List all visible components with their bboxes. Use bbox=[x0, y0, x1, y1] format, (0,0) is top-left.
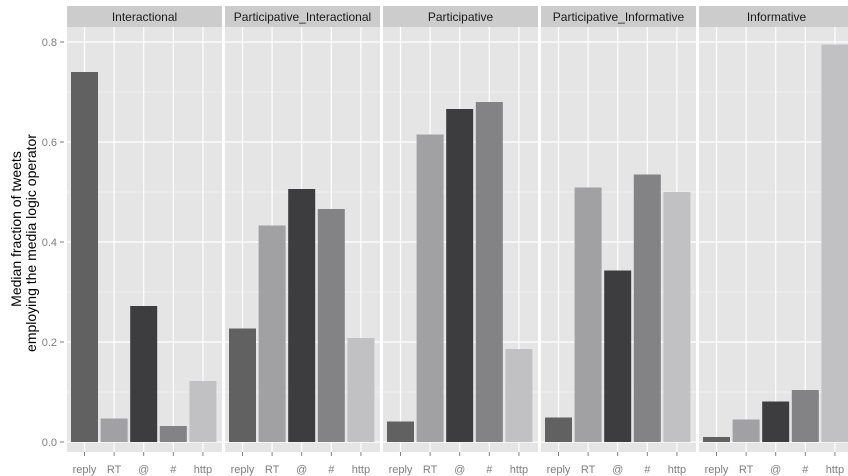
bar-4-3 bbox=[791, 390, 819, 442]
y-tick-label: 0.6 bbox=[42, 137, 57, 149]
bar-2-2 bbox=[446, 109, 474, 442]
x-tick-label: @ bbox=[138, 464, 149, 476]
x-tick-label: http bbox=[826, 464, 844, 476]
bar-0-4 bbox=[189, 381, 217, 442]
facet-strip bbox=[699, 6, 848, 27]
facet-strip-label: Participative_Interactional bbox=[234, 10, 371, 24]
facet-strip-label: Participative_Informative bbox=[553, 10, 685, 24]
y-axis-title-line-2: employing the media logic operator bbox=[23, 134, 39, 352]
y-tick-label: 0.8 bbox=[42, 37, 57, 49]
x-tick-label: RT bbox=[107, 464, 122, 476]
facet-strip bbox=[67, 6, 222, 27]
y-tick-label: 0.0 bbox=[42, 437, 57, 449]
bar-0-1 bbox=[100, 418, 128, 442]
y-tick-label: 0.4 bbox=[42, 237, 57, 249]
bar-1-2 bbox=[288, 189, 316, 442]
x-tick-label: @ bbox=[770, 464, 781, 476]
x-tick-label: # bbox=[644, 464, 651, 476]
x-tick-label: http bbox=[352, 464, 370, 476]
facet-strip-label: Participative bbox=[428, 10, 494, 24]
x-tick-label: reply bbox=[547, 464, 571, 476]
facet-strip-label: Informative bbox=[747, 10, 807, 24]
facet-panel: Interactional reply RT @ # http bbox=[67, 6, 222, 476]
bar-3-1 bbox=[574, 187, 602, 442]
x-tick-label: http bbox=[194, 464, 212, 476]
x-tick-label: http bbox=[668, 464, 686, 476]
y-axis-title: Median fraction of tweets employing the … bbox=[8, 134, 39, 352]
x-tick-label: RT bbox=[739, 464, 754, 476]
y-axis-ticks: 0.0 0.2 0.4 0.6 0.8 bbox=[42, 37, 64, 449]
facet-strip bbox=[541, 6, 696, 27]
y-tick-label: 0.2 bbox=[42, 337, 57, 349]
x-tick-label: @ bbox=[454, 464, 465, 476]
x-tick-label: # bbox=[486, 464, 493, 476]
x-tick-label: @ bbox=[612, 464, 623, 476]
x-tick-label: # bbox=[170, 464, 177, 476]
bar-3-3 bbox=[633, 174, 661, 442]
x-tick-label: http bbox=[510, 464, 528, 476]
bar-0-2 bbox=[130, 306, 158, 442]
bar-4-1 bbox=[732, 419, 760, 442]
bar-3-2 bbox=[604, 270, 632, 442]
bar-1-4 bbox=[347, 338, 375, 442]
x-tick-label: reply bbox=[705, 464, 729, 476]
x-tick-label: # bbox=[802, 464, 809, 476]
x-tick-label: RT bbox=[265, 464, 280, 476]
bar-3-4 bbox=[663, 192, 691, 442]
x-tick-label: reply bbox=[73, 464, 97, 476]
bar-1-3 bbox=[317, 209, 345, 442]
x-tick-label: reply bbox=[389, 464, 413, 476]
bar-2-4 bbox=[505, 349, 533, 442]
bar-0-0 bbox=[71, 72, 98, 442]
x-tick-label: RT bbox=[423, 464, 438, 476]
bar-0-3 bbox=[159, 426, 187, 442]
bar-4-4 bbox=[821, 44, 848, 442]
bar-2-3 bbox=[475, 102, 503, 442]
bar-2-0 bbox=[387, 421, 414, 442]
bar-4-2 bbox=[762, 401, 790, 442]
bar-3-0 bbox=[545, 417, 572, 442]
bar-2-1 bbox=[416, 134, 444, 442]
facet-strip bbox=[225, 6, 380, 27]
y-axis-title-line-1: Median fraction of tweets bbox=[8, 151, 24, 307]
bar-4-0 bbox=[703, 437, 730, 442]
facet-panel: Informative reply RT @ # http bbox=[699, 6, 848, 476]
bar-1-0 bbox=[229, 328, 256, 442]
x-tick-label: @ bbox=[296, 464, 307, 476]
bar-1-1 bbox=[258, 225, 286, 442]
facet-strip-label: Interactional bbox=[112, 10, 177, 24]
facet-strip bbox=[383, 6, 538, 27]
x-tick-label: RT bbox=[581, 464, 596, 476]
facet-panel: Participative reply RT @ # http bbox=[383, 6, 538, 476]
x-tick-label: # bbox=[328, 464, 335, 476]
x-tick-label: reply bbox=[231, 464, 255, 476]
